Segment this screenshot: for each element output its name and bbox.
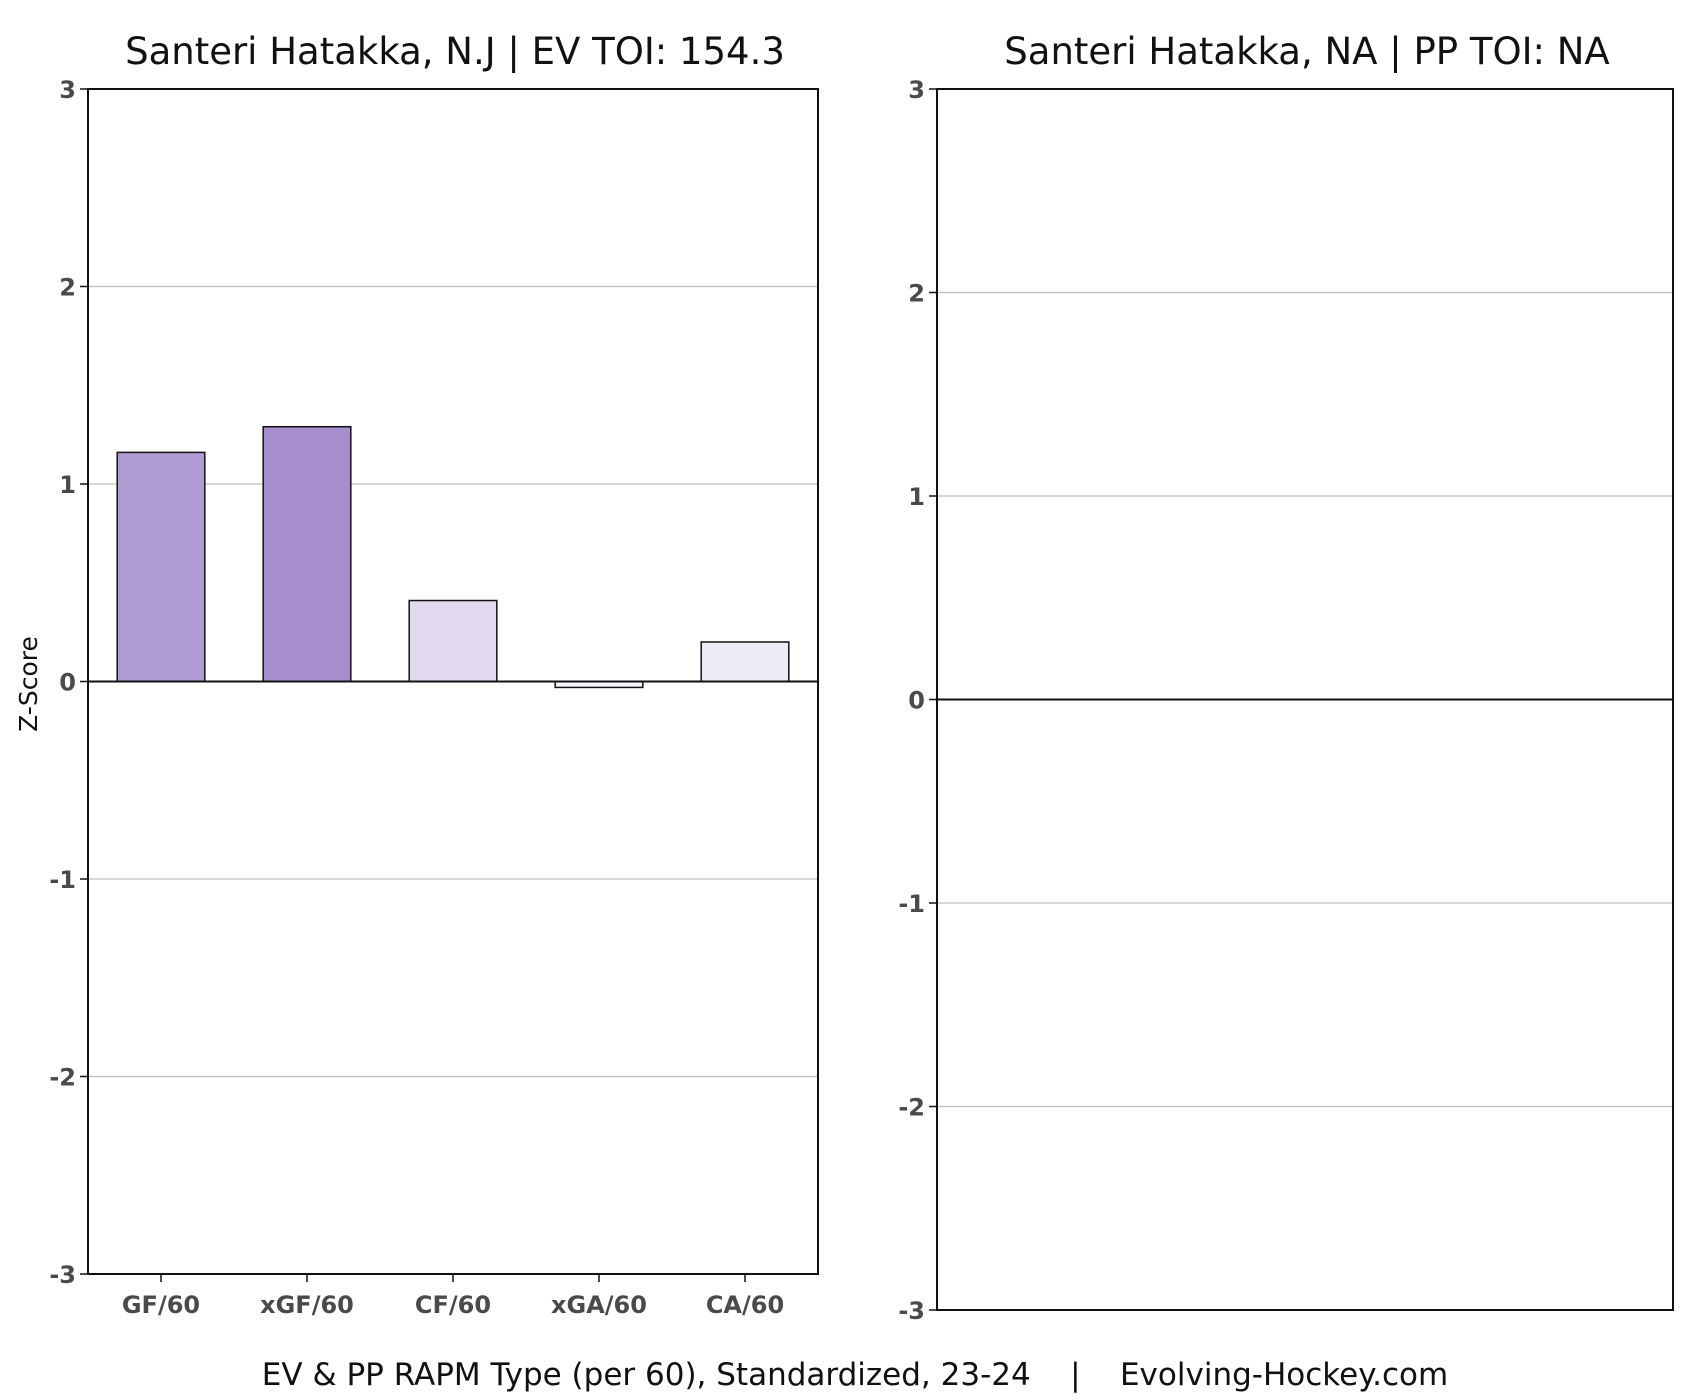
ev-panel: Santeri Hatakka, N.J | EV TOI: 154.3 -3-…: [14, 30, 819, 1319]
pp-y-tick-label: 1: [908, 483, 925, 511]
ev-y-tick-label: -2: [49, 1064, 76, 1092]
pp-panel: Santeri Hatakka, NA | PP TOI: NA -3 -2 -1 0…: [898, 30, 1674, 1325]
ev-x-tick-label: xGF/60: [260, 1291, 354, 1319]
ev-bar-xgf-per-60: [262, 425, 352, 683]
ev-y-tick-label: 3: [59, 76, 76, 104]
pp-panel-title: Santeri Hatakka, NA | PP TOI: NA: [1004, 30, 1609, 73]
pp-y-tick-label: 3: [908, 76, 925, 104]
ev-x-tick-label: GF/60: [122, 1291, 200, 1319]
ev-y-tick-label: -3: [49, 1261, 76, 1289]
ev-x-tick-label: CA/60: [706, 1291, 784, 1319]
ev-gridlines: [88, 285, 818, 1078]
ev-y-axis-label: Z-Score: [14, 636, 43, 732]
ev-bar-ca-per-60: [700, 641, 790, 683]
ev-y-tick-label: 1: [59, 471, 76, 499]
ev-x-ticks: GF/60 xGF/60 CF/60 xGA/60 CA/60: [122, 1274, 784, 1319]
ev-y-tick-label: 2: [59, 274, 76, 302]
ev-x-tick-label: CF/60: [415, 1291, 491, 1319]
ev-panel-title: Santeri Hatakka, N.J | EV TOI: 154.3: [125, 30, 785, 73]
ev-bars: [116, 425, 790, 689]
ev-y-tick-label: -1: [49, 866, 76, 894]
pp-y-tick-label: -1: [898, 890, 925, 918]
figure-footer: EV & PP RAPM Type (per 60), Standardized…: [262, 1357, 1448, 1393]
pp-y-tick-label: -3: [898, 1297, 925, 1325]
pp-y-ticks: -3 -2 -1 0 1 2 3: [898, 76, 937, 1325]
pp-y-tick-label: -2: [898, 1094, 925, 1122]
ev-bar-cf-per-60: [408, 599, 498, 683]
pp-gridlines: [937, 291, 1673, 1108]
ev-x-tick-label: xGA/60: [551, 1291, 647, 1319]
ev-y-tick-label: 0: [59, 669, 76, 697]
pp-y-tick-label: 2: [908, 280, 925, 308]
ev-bar-gf-per-60: [116, 451, 206, 683]
ev-y-ticks: -3 -2 -1 0 1 2 3: [49, 76, 88, 1289]
pp-y-tick-label: 0: [908, 687, 925, 715]
